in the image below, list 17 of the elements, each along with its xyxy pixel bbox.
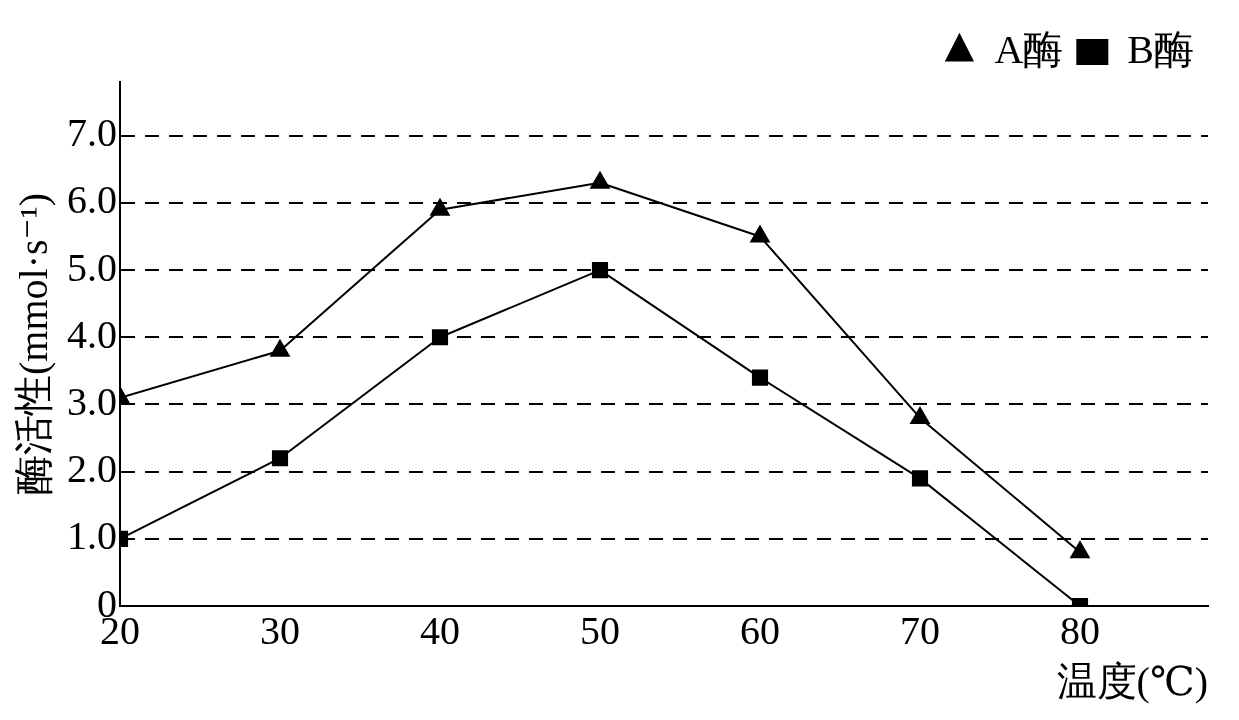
legend-label: B酶 (1127, 26, 1195, 72)
y-tick-label: 2.0 (67, 446, 117, 492)
x-tick-label: 30 (260, 607, 300, 653)
x-tick-label: 40 (420, 607, 460, 653)
y-tick-label: 6.0 (67, 177, 117, 223)
y-axis-title: 酶活性(mmol·s⁻¹) (10, 193, 56, 495)
x-axis-title: 温度(℃) (1056, 658, 1208, 704)
x-tick-label: 50 (580, 607, 620, 653)
legend-label: A酶 (994, 26, 1064, 72)
x-tick-label: 60 (740, 607, 780, 653)
y-tick-label: 7.0 (67, 110, 117, 156)
x-tick-label: 80 (1060, 607, 1100, 653)
y-tick-label: 4.0 (67, 311, 117, 357)
y-tick-label: 5.0 (67, 244, 117, 290)
x-tick-label: 70 (900, 607, 940, 653)
y-tick-label: 3.0 (67, 378, 117, 424)
y-tick-label: 1.0 (67, 513, 117, 559)
